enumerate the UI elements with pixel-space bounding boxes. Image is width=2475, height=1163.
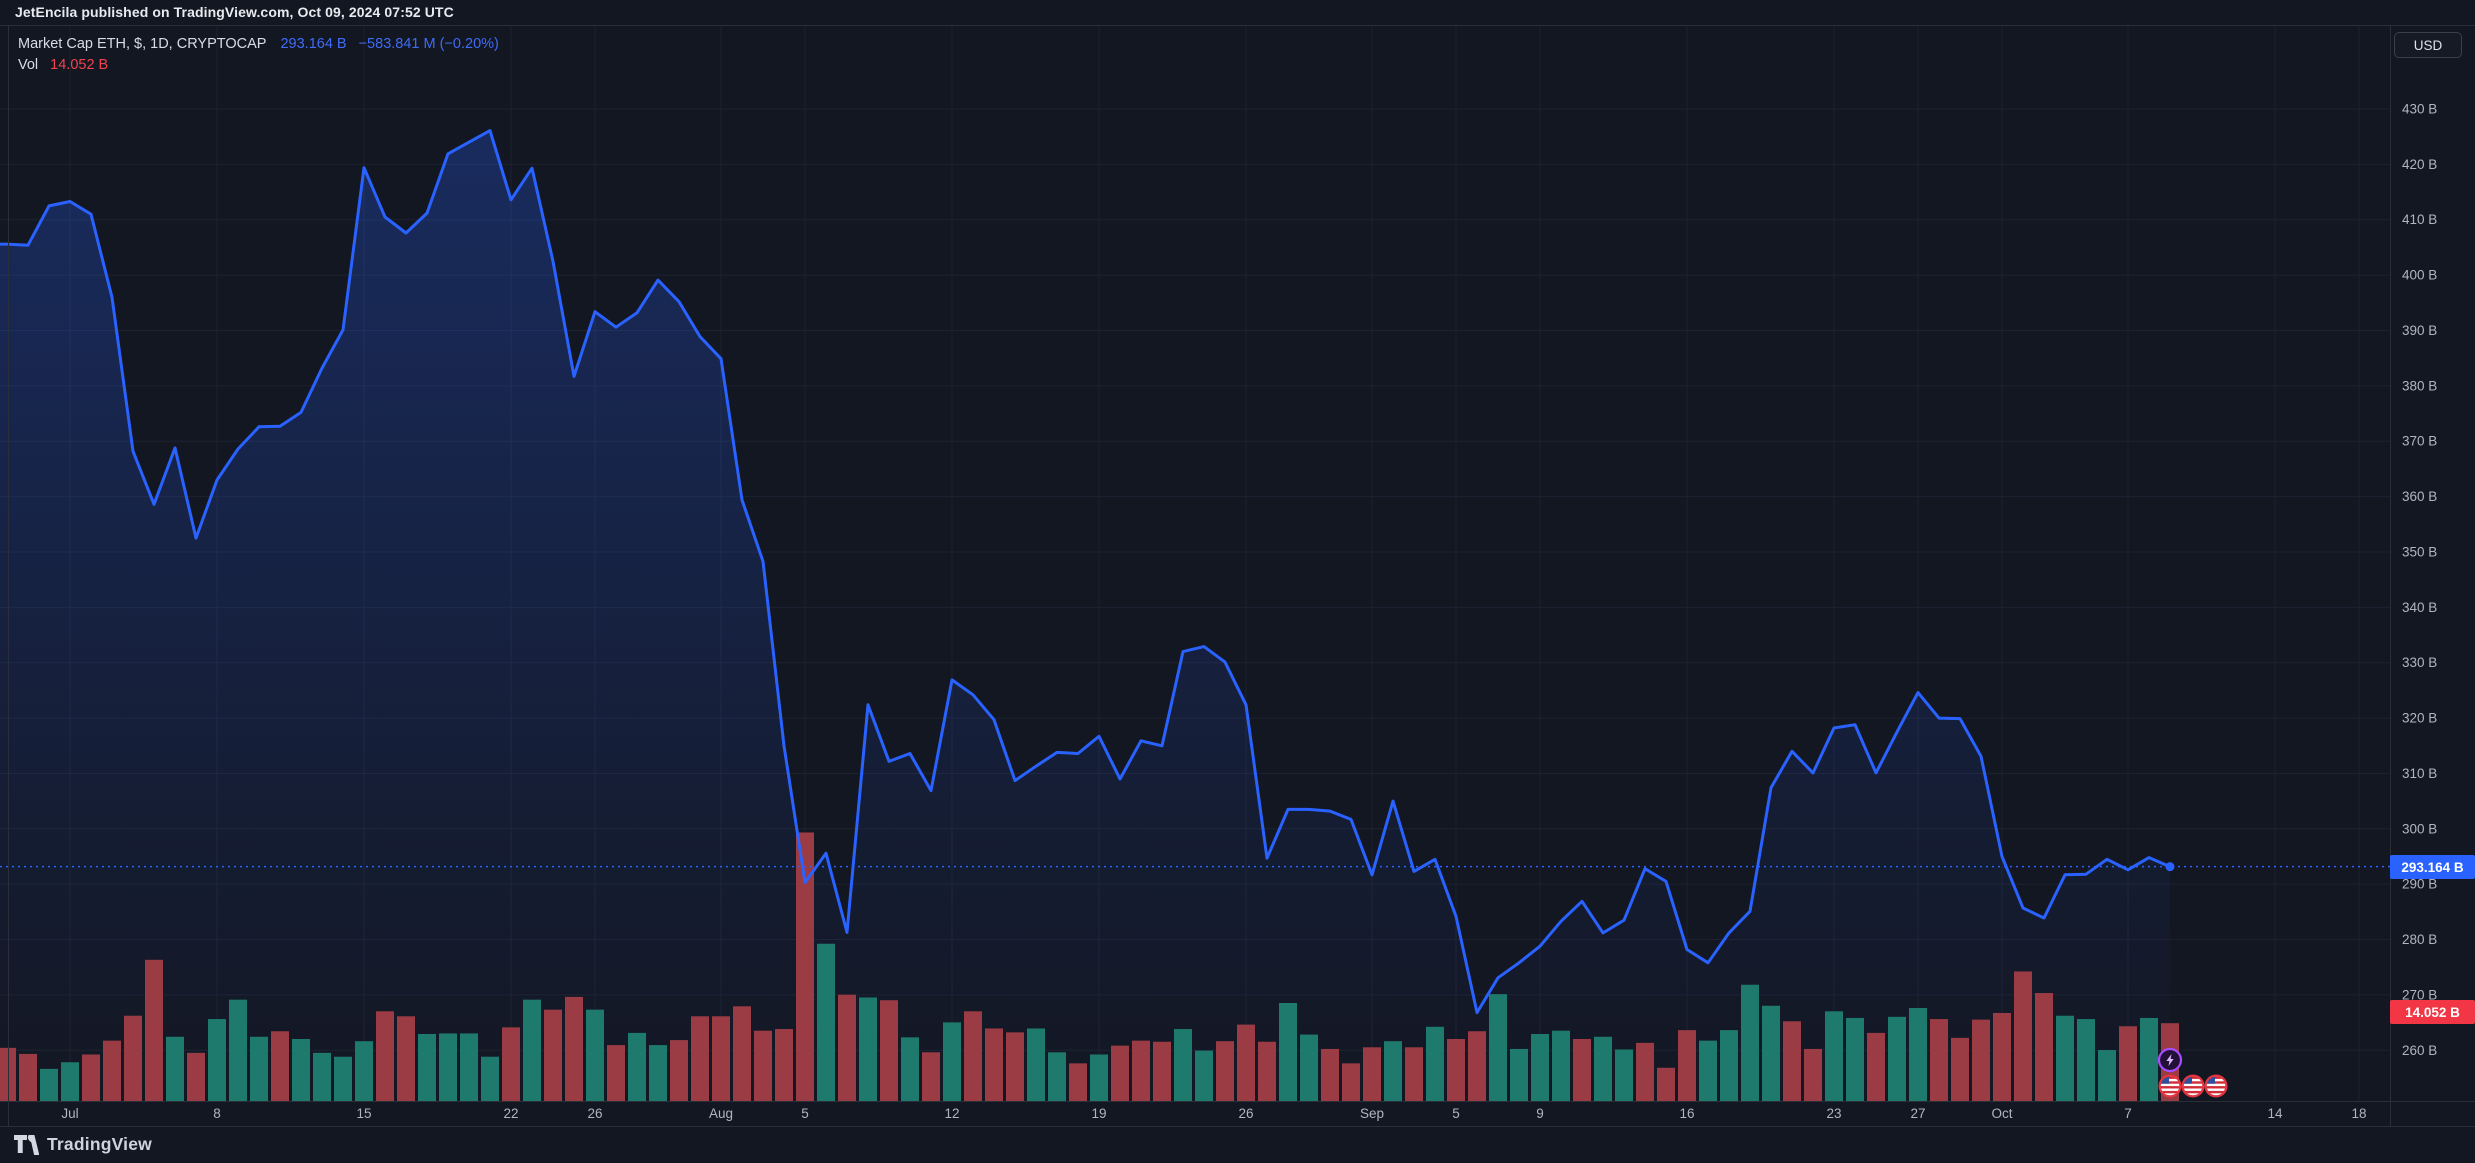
us-flag-event-icon[interactable] xyxy=(2204,1074,2228,1098)
price-tick-label: 360 B xyxy=(2402,489,2437,504)
price-tick-label: 420 B xyxy=(2402,157,2437,172)
last-value-text: 293.164 B xyxy=(280,35,347,52)
chart-frame-borders xyxy=(0,25,2475,1127)
time-tick-label: 5 xyxy=(801,1106,809,1121)
time-tick-label: 5 xyxy=(1452,1106,1460,1121)
price-tick-label: 340 B xyxy=(2402,600,2437,615)
us-flag-event-icon[interactable] xyxy=(2181,1074,2205,1098)
time-tick-label: 16 xyxy=(1679,1106,1694,1121)
price-tick-label: 280 B xyxy=(2402,932,2437,947)
price-tick-label: 410 B xyxy=(2402,212,2437,227)
marketcap-area-fill xyxy=(0,130,2170,1102)
marketcap-line xyxy=(0,129,2172,1015)
price-tick-label: 350 B xyxy=(2402,544,2437,559)
price-scale-labels[interactable]: 430 B 420 B 410 B 400 B 390 B 380 B 370 B 360 B… xyxy=(2402,102,2437,1058)
time-tick-label: Aug xyxy=(709,1106,733,1121)
time-tick-label: 26 xyxy=(587,1106,602,1121)
price-tick-label: 310 B xyxy=(2402,766,2437,781)
price-tick-label: 400 B xyxy=(2402,268,2437,283)
symbol-title[interactable]: Market Cap ETH, $, 1D, CRYPTOCAP xyxy=(18,35,267,52)
price-tick-label: 430 B xyxy=(2402,102,2437,117)
published-text: JetEncila published on TradingView.com, … xyxy=(15,4,454,20)
time-scale-labels[interactable]: Jul 8 15 22 26 Aug 5 12 19 26 Sep 5 9 16 23 27 Oct 7 14 18 xyxy=(61,1106,2366,1121)
last-volume-axis-label: 14.052 B xyxy=(2390,1000,2475,1024)
price-tick-label: 270 B xyxy=(2402,987,2437,1002)
time-tick-label: 7 xyxy=(2124,1106,2132,1121)
time-tick-label: 26 xyxy=(1238,1106,1253,1121)
price-tick-label: 290 B xyxy=(2402,877,2437,892)
price-tick-label: 300 B xyxy=(2402,821,2437,836)
price-tick-label: 380 B xyxy=(2402,378,2437,393)
price-tick-label: 330 B xyxy=(2402,655,2437,670)
us-flag-event-icon[interactable] xyxy=(2158,1074,2182,1098)
time-tick-label: Oct xyxy=(1991,1106,2012,1121)
price-tick-label: 370 B xyxy=(2402,434,2437,449)
volume-legend-label[interactable]: Vol xyxy=(18,56,39,73)
price-tick-label: 320 B xyxy=(2402,711,2437,726)
price-tick-label: 260 B xyxy=(2402,1043,2437,1058)
volume-bars xyxy=(0,832,2179,1101)
time-tick-label: 14 xyxy=(2267,1106,2283,1121)
event-icons[interactable] xyxy=(2157,1047,2228,1098)
time-tick-label: 23 xyxy=(1826,1106,1841,1121)
time-tick-label: Jul xyxy=(61,1106,78,1121)
time-tick-label: 22 xyxy=(503,1106,518,1121)
time-tick-label: Sep xyxy=(1360,1106,1384,1121)
last-price-axis-label: 293.164 B xyxy=(2390,855,2475,879)
lightning-event-icon[interactable] xyxy=(2157,1047,2183,1073)
time-tick-label: 9 xyxy=(1536,1106,1544,1121)
time-tick-label: 8 xyxy=(213,1106,221,1121)
time-tick-label: 27 xyxy=(1910,1106,1925,1121)
price-tick-label: 390 B xyxy=(2402,323,2437,338)
time-tick-label: 18 xyxy=(2351,1106,2366,1121)
published-header-bar: JetEncila published on TradingView.com, … xyxy=(0,0,2475,25)
tradingview-logo-icon xyxy=(14,1135,39,1155)
tradingview-logo[interactable]: TradingView xyxy=(14,1133,152,1155)
change-text: −583.841 M (−0.20%) xyxy=(358,35,499,52)
chart-plot-area[interactable]: 430 B 420 B 410 B 400 B 390 B 380 B 370 B 360 B… xyxy=(0,25,2475,1163)
last-price-dot xyxy=(2165,862,2175,872)
chart-legend: Market Cap ETH, $, 1D, CRYPTOCAP 293.164… xyxy=(18,33,499,75)
time-tick-label: 15 xyxy=(356,1106,371,1121)
volume-legend-value: 14.052 B xyxy=(50,56,109,73)
tradingview-wordmark: TradingView xyxy=(47,1133,152,1154)
time-tick-label: 19 xyxy=(1091,1106,1106,1121)
time-tick-label: 12 xyxy=(944,1106,959,1121)
currency-usd-button[interactable]: USD xyxy=(2394,32,2462,58)
